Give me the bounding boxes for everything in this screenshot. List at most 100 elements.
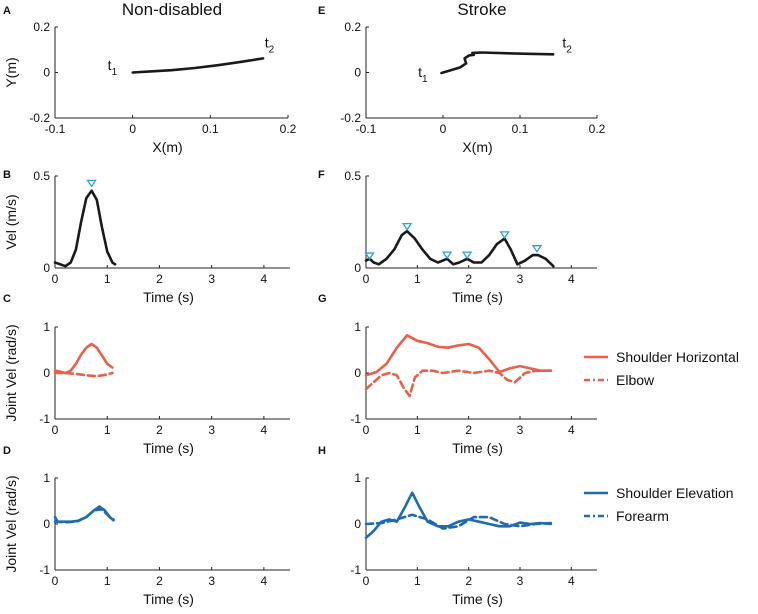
- panel-letter-e: E: [318, 5, 325, 17]
- chart-panel-b: 0 1 2 3 4 0 0.5 Time (s) Vel (m/s): [3, 169, 290, 305]
- y-tick-label: 0: [43, 66, 50, 80]
- panel-letter-g: G: [318, 293, 327, 305]
- chart-panel-f: 0 1 2 3 4 0 0.5 Time (s): [344, 169, 597, 305]
- y-tick-label: -0.2: [340, 111, 361, 125]
- legend-label-elbow: Elbow: [616, 372, 655, 388]
- time-annotation: t1: [418, 64, 428, 85]
- x-tick-label: 0: [363, 574, 370, 588]
- x-tick-label: 0: [52, 423, 59, 437]
- series-line-shoulder-elevation: [53, 505, 115, 524]
- x-axis-label: Time (s): [452, 440, 503, 456]
- panel-letter-a: A: [3, 5, 11, 17]
- x-tick-label: 3: [517, 574, 524, 588]
- y-axis-label: Vel (m/s): [3, 194, 19, 249]
- panel-letter-f: F: [318, 169, 325, 181]
- legend-joint-horizontal: Shoulder Horizontal Elbow: [584, 349, 739, 388]
- x-tick-label: 1: [104, 272, 111, 286]
- x-tick-label: 4: [261, 272, 268, 286]
- y-axis-label: Y(m): [3, 57, 19, 87]
- y-tick-label: 0: [354, 366, 361, 380]
- peak-marker: [531, 245, 543, 253]
- x-axis-label: Time (s): [143, 289, 194, 305]
- y-tick-label: 1: [354, 471, 361, 485]
- x-tick-label: 2: [156, 423, 163, 437]
- x-tick-label: 0.2: [280, 122, 297, 136]
- x-axis-label: X(m): [152, 139, 182, 155]
- peak-marker: [364, 252, 375, 261]
- annotation-base: t: [418, 64, 422, 80]
- y-tick-label: -1: [350, 563, 361, 577]
- legend-label-shoulder-horizontal: Shoulder Horizontal: [616, 349, 739, 365]
- x-tick-label: 1: [414, 272, 421, 286]
- x-axis-label: Time (s): [452, 289, 503, 305]
- legend-label-forearm: Forearm: [616, 508, 669, 524]
- series-line-forearm: [53, 507, 115, 524]
- x-tick-label: 2: [156, 272, 163, 286]
- x-tick-label: 0: [129, 122, 136, 136]
- x-tick-label: 3: [208, 272, 215, 286]
- y-axis-label: Joint Vel (rad/s): [3, 475, 19, 572]
- y-tick-label: 0.2: [344, 20, 361, 34]
- peak-marker: [461, 251, 473, 260]
- panel-letter-h: H: [318, 445, 326, 457]
- x-tick-label: 2: [465, 423, 472, 437]
- x-tick-label: 2: [156, 574, 163, 588]
- x-axis-label: Time (s): [143, 591, 194, 607]
- x-tick-label: 0: [363, 423, 370, 437]
- y-tick-label: -1: [39, 563, 50, 577]
- time-annotation: t2: [265, 34, 275, 55]
- column-title-stroke: Stroke: [457, 0, 506, 19]
- annotation-base: t: [108, 57, 112, 73]
- x-tick-label: 1: [104, 574, 111, 588]
- series-line-elbow: [53, 371, 114, 378]
- x-tick-label: -0.1: [45, 122, 66, 136]
- x-tick-label: 3: [208, 574, 215, 588]
- legend-joint-elevation: Shoulder Elevation Forearm: [584, 485, 734, 524]
- x-tick-label: 2: [465, 574, 472, 588]
- panel-letter-b: B: [3, 169, 11, 181]
- x-tick-label: 1: [414, 423, 421, 437]
- trajectory-line: [131, 57, 265, 74]
- x-tick-label: 0: [52, 272, 59, 286]
- x-axis-label: X(m): [462, 139, 492, 155]
- y-tick-label: 0.2: [33, 20, 50, 34]
- time-annotation: t1: [108, 57, 118, 78]
- x-tick-label: 4: [568, 574, 575, 588]
- x-tick-label: 3: [517, 423, 524, 437]
- annotation-subscript: 2: [269, 44, 275, 55]
- y-tick-label: -1: [39, 412, 50, 426]
- y-tick-label: 1: [43, 471, 50, 485]
- x-tick-label: 3: [208, 423, 215, 437]
- y-tick-label: 0: [43, 517, 50, 531]
- y-axis-label: Joint Vel (rad/s): [3, 324, 19, 421]
- series-line-elbow: [364, 369, 553, 398]
- x-tick-label: 0: [440, 122, 447, 136]
- time-annotation: t2: [562, 34, 572, 55]
- x-tick-label: 0.1: [202, 122, 219, 136]
- x-tick-label: 4: [261, 574, 268, 588]
- x-tick-label: 4: [261, 423, 268, 437]
- x-tick-label: 4: [568, 272, 575, 286]
- y-tick-label: 0: [43, 366, 50, 380]
- y-tick-label: 1: [43, 320, 50, 334]
- column-title-nondisabled: Non-disabled: [122, 0, 222, 19]
- y-tick-label: 0.5: [344, 169, 361, 183]
- trajectory-line: [364, 229, 555, 268]
- series-line-shoulder-horizontal: [53, 342, 114, 375]
- x-axis-label: Time (s): [143, 440, 194, 456]
- series-line-shoulder-elevation: [364, 491, 553, 540]
- trajectory-line: [440, 51, 555, 75]
- annotation-base: t: [562, 34, 566, 50]
- y-tick-label: 0: [354, 261, 361, 275]
- annotation-subscript: 1: [422, 74, 428, 85]
- x-tick-label: 0.1: [512, 122, 529, 136]
- peak-marker: [499, 231, 510, 240]
- annotation-base: t: [265, 34, 269, 50]
- peak-marker: [401, 222, 413, 231]
- y-tick-label: 0: [354, 66, 361, 80]
